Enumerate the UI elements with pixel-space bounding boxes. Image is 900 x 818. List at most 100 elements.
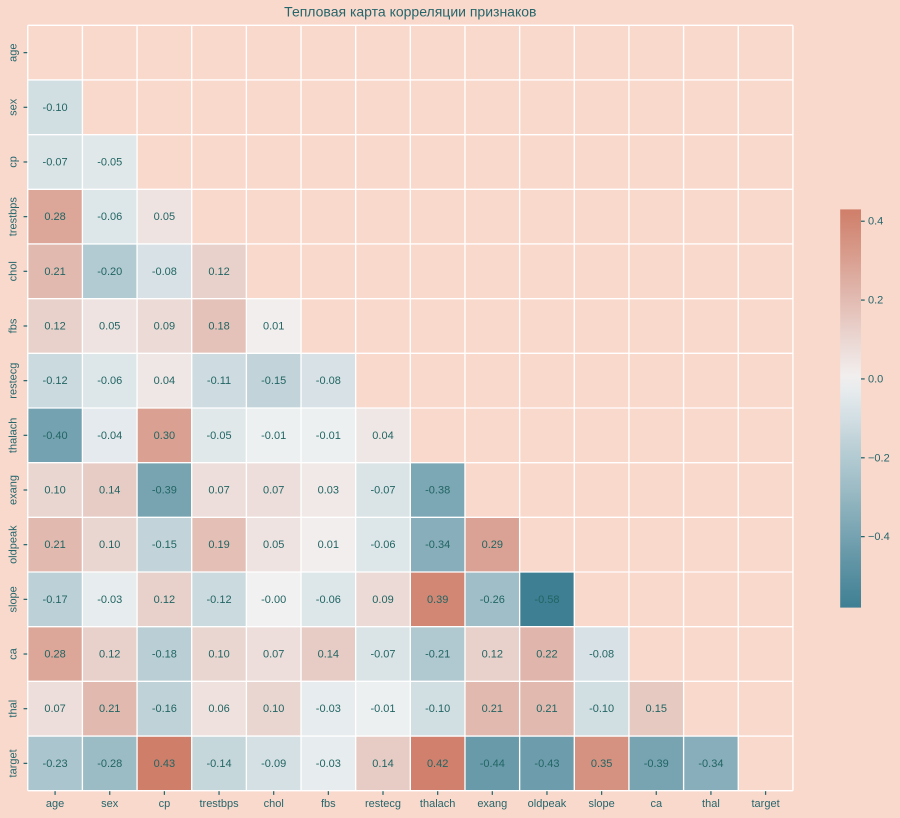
svg-text:age: age [8, 43, 20, 61]
svg-text:-0.07: -0.07 [43, 156, 68, 168]
svg-text:-0.15: -0.15 [261, 375, 286, 387]
svg-text:restecg: restecg [365, 798, 401, 810]
svg-text:oldpeak: oldpeak [8, 525, 20, 564]
svg-text:exang: exang [477, 798, 507, 810]
svg-text:0.12: 0.12 [44, 320, 65, 332]
svg-text:-0.18: -0.18 [152, 649, 177, 661]
svg-text:-0.09: -0.09 [261, 758, 286, 770]
svg-text:0.05: 0.05 [263, 539, 284, 551]
svg-text:-0.44: -0.44 [480, 758, 505, 770]
svg-text:−0.2: −0.2 [868, 452, 890, 464]
svg-text:0.12: 0.12 [208, 266, 229, 278]
svg-text:0.15: 0.15 [646, 703, 667, 715]
svg-text:-0.04: -0.04 [97, 430, 122, 442]
svg-text:0.30: 0.30 [154, 430, 175, 442]
svg-text:-0.34: -0.34 [425, 539, 450, 551]
svg-text:-0.10: -0.10 [589, 703, 614, 715]
svg-text:thalach: thalach [420, 798, 455, 810]
svg-text:-0.06: -0.06 [316, 594, 341, 606]
svg-text:-0.06: -0.06 [370, 539, 395, 551]
svg-text:−0.4: −0.4 [868, 531, 890, 543]
svg-text:0.21: 0.21 [44, 539, 65, 551]
svg-text:0.0: 0.0 [868, 373, 883, 385]
svg-text:-0.17: -0.17 [43, 594, 68, 606]
svg-text:0.09: 0.09 [154, 320, 175, 332]
svg-text:0.28: 0.28 [44, 649, 65, 661]
svg-text:-0.05: -0.05 [97, 156, 122, 168]
svg-text:-0.11: -0.11 [207, 375, 231, 387]
svg-text:0.01: 0.01 [318, 539, 339, 551]
svg-text:cp: cp [8, 156, 20, 168]
svg-text:0.04: 0.04 [154, 375, 175, 387]
svg-text:-0.43: -0.43 [534, 758, 559, 770]
svg-text:0.43: 0.43 [154, 758, 175, 770]
svg-text:restecg: restecg [8, 363, 20, 399]
svg-text:-0.01: -0.01 [261, 430, 286, 442]
svg-text:-0.06: -0.06 [97, 211, 122, 223]
svg-text:0.10: 0.10 [44, 485, 65, 497]
svg-text:chol: chol [8, 261, 20, 281]
svg-text:-0.39: -0.39 [152, 485, 177, 497]
svg-text:-0.01: -0.01 [316, 430, 341, 442]
svg-text:-0.05: -0.05 [207, 430, 232, 442]
svg-text:-0.21: -0.21 [425, 649, 450, 661]
svg-text:-0.39: -0.39 [644, 758, 669, 770]
svg-text:-0.15: -0.15 [152, 539, 177, 551]
svg-text:0.19: 0.19 [208, 539, 229, 551]
svg-text:-0.10: -0.10 [425, 703, 450, 715]
svg-text:0.05: 0.05 [99, 320, 120, 332]
svg-text:-0.28: -0.28 [97, 758, 122, 770]
svg-text:0.21: 0.21 [99, 703, 120, 715]
svg-text:0.06: 0.06 [208, 703, 229, 715]
svg-text:-0.23: -0.23 [43, 758, 68, 770]
svg-text:trestbps: trestbps [8, 197, 20, 237]
svg-text:0.21: 0.21 [536, 703, 557, 715]
svg-text:sex: sex [8, 98, 20, 116]
svg-text:target: target [8, 749, 20, 777]
svg-text:0.35: 0.35 [591, 758, 612, 770]
svg-text:-0.40: -0.40 [43, 430, 68, 442]
svg-text:slope: slope [8, 586, 20, 612]
svg-text:fbs: fbs [8, 318, 20, 333]
svg-text:0.4: 0.4 [868, 216, 883, 228]
svg-text:0.07: 0.07 [208, 485, 229, 497]
svg-text:Тепловая карта корреляции приз: Тепловая карта корреляции признаков [284, 4, 536, 20]
svg-text:-0.01: -0.01 [370, 703, 395, 715]
svg-text:thal: thal [8, 700, 20, 718]
svg-text:-0.12: -0.12 [207, 594, 232, 606]
svg-text:0.14: 0.14 [372, 758, 393, 770]
svg-text:-0.00: -0.00 [261, 594, 286, 606]
svg-text:trestbps: trestbps [199, 798, 239, 810]
svg-text:-0.26: -0.26 [480, 594, 505, 606]
svg-text:0.21: 0.21 [482, 703, 503, 715]
svg-text:chol: chol [264, 798, 284, 810]
svg-text:-0.03: -0.03 [316, 758, 341, 770]
svg-text:0.14: 0.14 [318, 649, 339, 661]
svg-text:cp: cp [159, 798, 171, 810]
svg-text:-0.03: -0.03 [316, 703, 341, 715]
svg-text:0.21: 0.21 [44, 266, 65, 278]
svg-text:0.09: 0.09 [372, 594, 393, 606]
svg-text:0.10: 0.10 [99, 539, 120, 551]
svg-text:0.12: 0.12 [482, 649, 503, 661]
svg-text:0.29: 0.29 [482, 539, 503, 551]
svg-text:0.28: 0.28 [44, 211, 65, 223]
svg-text:0.07: 0.07 [263, 649, 284, 661]
svg-text:-0.08: -0.08 [316, 375, 341, 387]
svg-text:0.12: 0.12 [154, 594, 175, 606]
svg-text:-0.08: -0.08 [589, 649, 614, 661]
svg-text:0.05: 0.05 [154, 211, 175, 223]
svg-text:0.12: 0.12 [99, 649, 120, 661]
svg-text:0.10: 0.10 [208, 649, 229, 661]
svg-text:-0.07: -0.07 [370, 649, 395, 661]
svg-text:-0.14: -0.14 [207, 758, 232, 770]
svg-text:0.01: 0.01 [263, 320, 284, 332]
svg-text:oldpeak: oldpeak [528, 798, 567, 810]
svg-text:0.22: 0.22 [536, 649, 557, 661]
svg-text:target: target [752, 798, 780, 810]
svg-text:sex: sex [101, 798, 119, 810]
svg-text:exang: exang [8, 475, 20, 505]
svg-text:-0.34: -0.34 [698, 758, 723, 770]
svg-text:-0.06: -0.06 [97, 375, 122, 387]
svg-text:0.03: 0.03 [318, 485, 339, 497]
